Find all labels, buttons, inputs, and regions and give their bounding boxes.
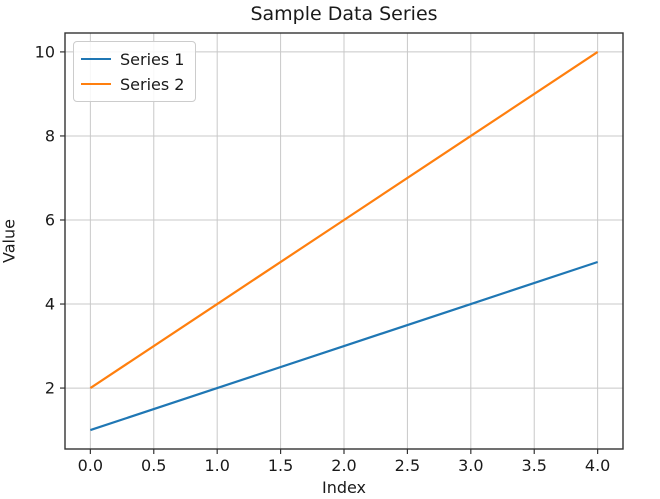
x-tick-label: 1.0 xyxy=(204,456,229,475)
legend: Series 1 Series 2 xyxy=(73,41,197,102)
x-tick-label: 1.5 xyxy=(268,456,293,475)
x-axis-label: Index xyxy=(321,478,367,497)
chart-title: Sample Data Series xyxy=(250,3,438,25)
x-tick-label: 2.5 xyxy=(395,456,420,475)
x-tick-label: 2.0 xyxy=(331,456,356,475)
y-tick-label: 4 xyxy=(45,295,55,314)
y-tick-label: 2 xyxy=(45,379,55,398)
legend-label-series-1: Series 1 xyxy=(120,49,185,69)
y-tick-label: 6 xyxy=(45,210,55,229)
y-axis-label: Value xyxy=(0,219,19,263)
series-line-2 xyxy=(89,50,599,389)
y-tick-label: 8 xyxy=(45,126,55,145)
x-tick-label: 0.0 xyxy=(78,456,103,475)
legend-item-series-1: Series 1 xyxy=(81,48,184,70)
series-line-1 xyxy=(90,260,598,432)
legend-item-series-2: Series 2 xyxy=(81,73,184,95)
series-1-line-swatch xyxy=(81,57,111,61)
x-tick-label: 3.5 xyxy=(522,456,547,475)
x-tick-label: 4.0 xyxy=(585,456,610,475)
legend-label-series-2: Series 2 xyxy=(120,74,185,94)
x-tick-label: 3.0 xyxy=(458,456,483,475)
series-2-line-swatch xyxy=(81,82,111,86)
y-tick-label: 10 xyxy=(35,42,55,61)
x-tick-label: 0.5 xyxy=(141,456,166,475)
